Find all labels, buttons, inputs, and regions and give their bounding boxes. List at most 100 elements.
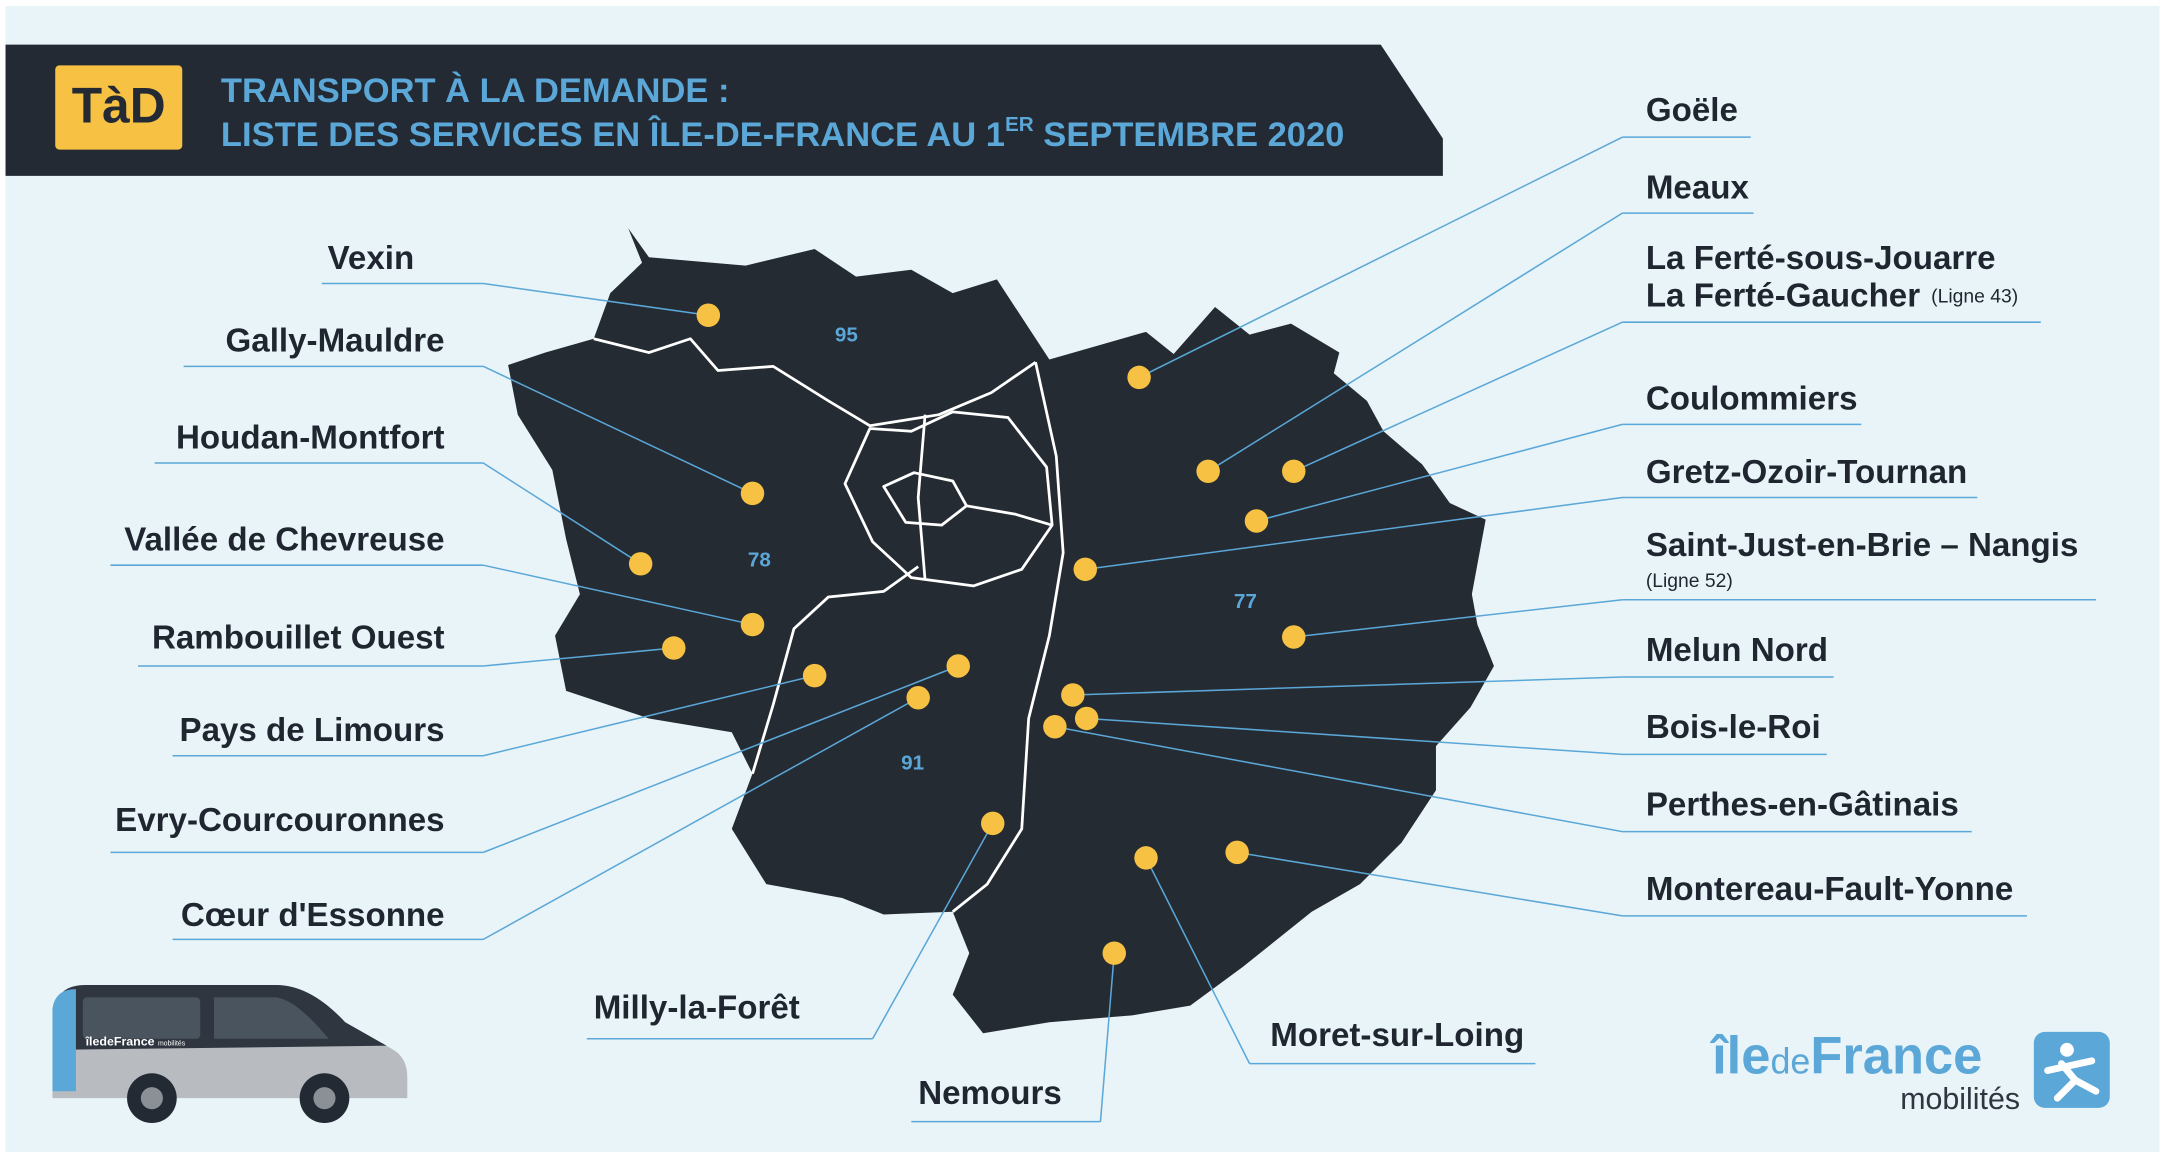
service-name: Montereau-Fault-Yonne [1646, 871, 2013, 908]
service-name: Perthes-en-Gâtinais [1646, 787, 1959, 824]
service: Moret-sur-Loing [1134, 846, 1536, 1065]
title-line: LISTE DES SERVICES EN ÎLE-DE-FRANCE AU 1… [221, 114, 1344, 155]
logo: îledeFrance mobilités [1709, 1027, 2110, 1116]
logo-mobilites: mobilités [1900, 1083, 2020, 1116]
map: 95 78 77 91 [508, 228, 1494, 1034]
service-dot [1134, 846, 1158, 870]
department-number: 78 [748, 549, 771, 572]
service-name: Goële [1646, 92, 1738, 129]
service-dot [696, 303, 721, 328]
leader-line [483, 282, 709, 317]
service-dot [981, 811, 1005, 836]
department-border [951, 361, 1065, 913]
badge [55, 65, 183, 150]
leader-line [482, 665, 959, 854]
leader-line [482, 365, 753, 495]
service: Montereau-Fault-Yonne [1225, 840, 2027, 917]
title-text: LISTE DES SERVICES EN ÎLE-DE-FRANCE AU 1 [221, 114, 1005, 154]
service-name: Vallée de Chevreuse [124, 521, 444, 558]
service-name: Moret-sur-Loing [1270, 1017, 1524, 1054]
service-dot [1282, 625, 1306, 649]
service-dot [1282, 459, 1306, 484]
services: Vexin Gally-Mauldre Houdan-Montfort Vallée … [110, 92, 2096, 1123]
service: Nemours [911, 941, 1126, 1123]
department-border [843, 410, 1054, 588]
leader-line [482, 462, 642, 565]
service-dot [1196, 459, 1220, 484]
service: Bois-le-Roi [1074, 706, 1827, 756]
department-border [593, 337, 1037, 428]
service-dot [1244, 509, 1269, 533]
service-name: Pays de Limours [179, 712, 444, 749]
service-name: Gretz-Ozoir-Tournan [1646, 454, 1967, 491]
service-dot [1043, 715, 1067, 739]
leader-line [1072, 676, 1623, 696]
service: Cœur d'Essonne [172, 686, 930, 941]
leader-line [1207, 212, 1623, 472]
service-dot [802, 663, 827, 688]
service-name: Saint-Just-en-Brie – Nangis [1646, 527, 2079, 564]
department-number: 95 [835, 323, 858, 346]
leader-line [1085, 496, 1623, 571]
service: Coulommiers [1244, 381, 1862, 533]
leader-line [1293, 598, 1623, 638]
leader-line [482, 697, 919, 941]
service-dot [662, 636, 686, 660]
service-name: Houdan-Montfort [176, 419, 445, 456]
logo-de: de [1770, 1041, 1810, 1081]
logo-ile: île [1709, 1027, 1770, 1085]
department-number: 77 [1234, 590, 1257, 613]
leader-line [1293, 321, 1623, 472]
service: Melun Nord [1061, 632, 1834, 707]
service: Saint-Just-en-Brie – Nangis (Ligne 52) [1282, 527, 2096, 649]
department-number: 91 [901, 751, 924, 774]
service: Goële [1127, 92, 1751, 390]
leader-line [1237, 851, 1623, 917]
service-name: Rambouillet Ouest [152, 620, 445, 657]
van-brand: îledeFrance mobilités [85, 1035, 186, 1049]
service-name: Gally-Mauldre [226, 323, 445, 360]
service: Perthes-en-Gâtinais [1043, 715, 1972, 833]
title-line: TRANSPORT À LA DEMANDE : [221, 70, 730, 110]
service-dot [1061, 683, 1085, 707]
service-name: Milly-la-Forêt [594, 990, 800, 1027]
service: Evry-Courcouronnes [110, 654, 970, 854]
leader-line [483, 564, 753, 626]
leader-line [1054, 725, 1623, 833]
logo-text: îledeFrance [1709, 1027, 1982, 1085]
service-note: (Ligne 43) [1931, 286, 2018, 307]
title-text: SEPTEMBRE 2020 [1034, 116, 1345, 154]
service-name: Coulommiers [1646, 381, 1858, 418]
service-dot [628, 552, 653, 576]
title-superscript: ER [1005, 114, 1034, 137]
badge-text: TàD [72, 78, 166, 134]
service-dot [740, 612, 765, 637]
region-shape [508, 228, 1494, 1034]
service-name: Bois-le-Roi [1646, 709, 1821, 746]
service-name: Nemours [918, 1075, 1062, 1112]
service-name: Vexin [328, 240, 415, 277]
service: Vexin [321, 240, 721, 328]
service-name: La Ferté-Gaucher (Ligne 43) [1646, 277, 2018, 314]
van-brand-text: îledeFrance [85, 1035, 155, 1049]
logo-france: France [1810, 1027, 1982, 1085]
service: Meaux [1196, 169, 1754, 484]
department-border [751, 565, 919, 775]
leader-line [483, 647, 674, 667]
service-name: Evry-Courcouronnes [115, 802, 444, 839]
service-dot [1073, 557, 1097, 582]
service: Milly-la-Forêt [586, 811, 1005, 1040]
service-name-2: La Ferté-Gaucher [1646, 277, 1920, 314]
service-dot [740, 481, 765, 506]
service: Pays de Limours [172, 663, 827, 757]
service-dot [1074, 706, 1099, 731]
service: Vallée de Chevreuse [110, 521, 765, 637]
service-dot [1225, 840, 1249, 865]
service-name: Cœur d'Essonne [181, 897, 445, 934]
leader-line [1145, 857, 1251, 1064]
service-dot [1127, 365, 1151, 390]
department-border [916, 414, 1053, 581]
service: Gretz-Ozoir-Tournan [1073, 454, 1978, 582]
service-name: Melun Nord [1646, 632, 1828, 669]
